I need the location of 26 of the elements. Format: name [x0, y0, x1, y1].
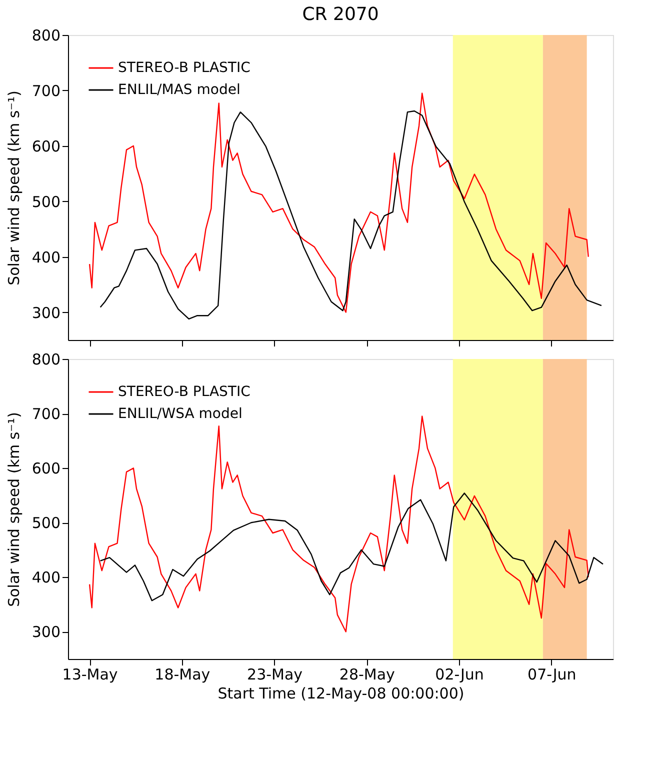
- x-tick-label: 02-Jun: [435, 666, 484, 684]
- x-tick-label: 28-May: [339, 666, 396, 684]
- legend-label: ENLIL/WSA model: [118, 406, 242, 422]
- y-axis-title: Solar wind speed (km s⁻¹): [4, 90, 23, 286]
- x-tick-label: 18-May: [154, 666, 210, 684]
- y-tick-label: 800: [32, 350, 60, 368]
- y-tick-label: 600: [32, 460, 60, 478]
- x-tick-label: 13-May: [62, 666, 118, 684]
- y-tick-label: 300: [32, 623, 60, 642]
- chart-title: CR 2070: [302, 4, 379, 25]
- y-tick-label: 500: [32, 514, 60, 532]
- y-tick-label: 500: [32, 192, 60, 211]
- legend-label: STEREO-B PLASTIC: [118, 384, 251, 400]
- x-axis-title: Start Time (12-May-08 00:00:00): [218, 684, 464, 702]
- y-tick-label: 800: [32, 26, 60, 44]
- y-tick-label: 300: [32, 304, 60, 322]
- y-tick-label: 600: [32, 137, 60, 156]
- legend-label: STEREO-B PLASTIC: [118, 60, 251, 76]
- legend-label: ENLIL/MAS model: [118, 82, 240, 98]
- y-tick-label: 400: [32, 568, 60, 587]
- y-axis-title: Solar wind speed (km s⁻¹): [4, 412, 23, 607]
- x-tick-label: 23-May: [247, 666, 303, 684]
- y-tick-label: 700: [32, 82, 60, 100]
- x-tick-label: 07-Jun: [528, 666, 576, 684]
- y-tick-label: 700: [32, 405, 60, 424]
- y-tick-label: 400: [32, 248, 60, 266]
